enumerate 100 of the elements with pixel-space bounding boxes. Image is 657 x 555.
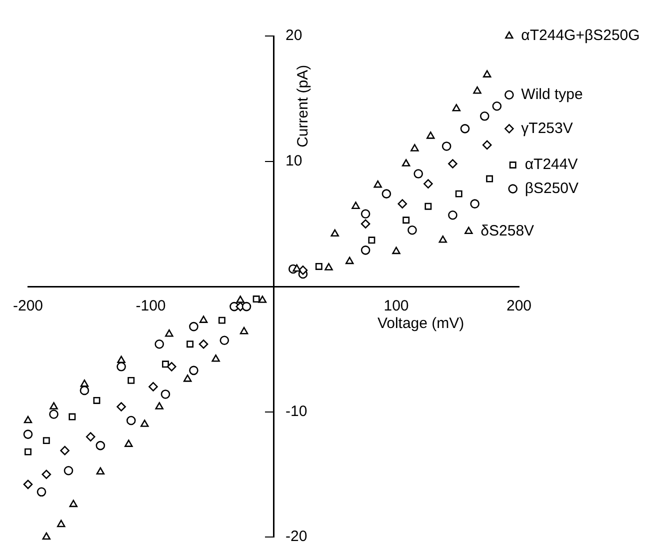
point <box>482 70 492 78</box>
series-label: αT244G+βS250G <box>521 27 640 44</box>
point <box>36 487 46 497</box>
x-tick-label: -100 <box>136 298 166 315</box>
point <box>470 199 480 208</box>
point <box>183 374 192 382</box>
point <box>410 144 419 152</box>
point <box>116 402 126 412</box>
point <box>448 210 458 220</box>
point <box>442 142 452 151</box>
x-axis-title: Voltage (mV) <box>377 315 464 332</box>
point <box>508 184 518 194</box>
point <box>424 202 432 210</box>
point <box>368 236 376 244</box>
point <box>426 132 435 139</box>
series-label: γT253V <box>521 120 573 137</box>
point <box>49 410 58 419</box>
point <box>455 190 462 198</box>
point <box>402 216 410 224</box>
point <box>414 169 423 178</box>
point <box>24 448 32 456</box>
x-tick-label: 200 <box>506 298 532 315</box>
point <box>464 226 473 234</box>
point <box>360 219 370 229</box>
y-tick-label: 20 <box>286 27 302 44</box>
point <box>252 296 260 303</box>
point <box>240 326 248 334</box>
point <box>60 446 70 456</box>
point <box>96 440 106 450</box>
point <box>42 437 50 444</box>
point <box>352 202 360 209</box>
y-tick-label: -10 <box>286 402 308 420</box>
point <box>408 225 417 235</box>
point <box>402 159 410 166</box>
point <box>398 199 408 208</box>
x-tick-label: 100 <box>384 298 409 315</box>
point <box>64 466 74 476</box>
point <box>509 162 516 168</box>
point <box>492 101 502 111</box>
point <box>198 339 208 349</box>
point <box>80 386 90 396</box>
point <box>504 124 514 134</box>
point <box>330 229 339 237</box>
point <box>93 397 100 404</box>
point <box>242 302 252 312</box>
point <box>360 246 370 255</box>
point <box>23 480 33 490</box>
y-axis-title: Current (pA) <box>294 64 312 148</box>
point <box>315 262 322 270</box>
point <box>460 124 470 134</box>
point <box>212 354 220 362</box>
point <box>162 360 169 368</box>
point <box>258 296 267 303</box>
point <box>42 470 52 480</box>
point <box>128 376 135 384</box>
point <box>68 413 76 420</box>
point <box>236 296 244 303</box>
point <box>345 256 354 264</box>
point <box>292 264 301 272</box>
point <box>374 180 382 188</box>
point <box>166 362 176 372</box>
point <box>504 90 514 100</box>
point <box>189 322 198 332</box>
point <box>438 236 448 243</box>
point <box>424 179 433 188</box>
x-tick-label: -200 <box>12 298 44 315</box>
point <box>392 246 400 254</box>
point <box>199 316 208 323</box>
point <box>486 175 494 182</box>
point <box>360 209 370 219</box>
y-tick-label: 10 <box>286 152 302 170</box>
point <box>140 420 149 427</box>
point <box>124 440 133 447</box>
point <box>96 467 105 475</box>
point <box>69 500 78 508</box>
point <box>382 189 392 198</box>
point <box>24 416 32 424</box>
point <box>220 336 230 346</box>
point <box>186 340 194 348</box>
series-label: βS250V <box>524 180 579 197</box>
point <box>42 532 51 540</box>
point <box>448 159 458 168</box>
point <box>482 140 492 150</box>
point <box>50 402 58 410</box>
point <box>117 356 126 364</box>
point <box>154 339 164 349</box>
y-tick-label: -20 <box>286 528 308 546</box>
point <box>298 266 308 275</box>
series-label: δS258V <box>480 222 534 240</box>
series-label: αT244V <box>524 156 578 174</box>
point <box>505 31 514 39</box>
point <box>148 382 158 392</box>
point <box>218 316 226 324</box>
point <box>86 432 96 442</box>
point <box>165 329 174 337</box>
point <box>116 362 126 372</box>
point <box>126 416 136 426</box>
point <box>160 390 170 399</box>
point <box>80 380 89 387</box>
point <box>324 263 333 270</box>
